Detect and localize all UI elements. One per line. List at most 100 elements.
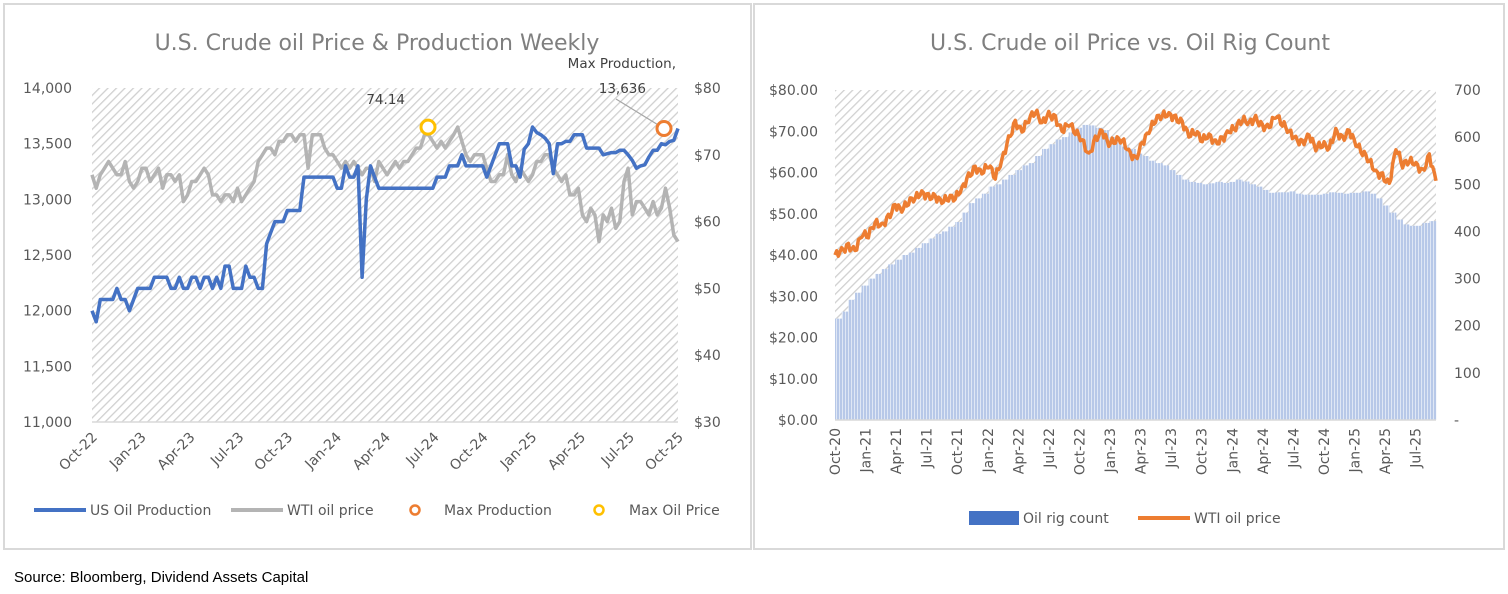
rig-left-y-tick-0-00: $0.00 (778, 413, 818, 429)
max-oil-price-marker (419, 118, 437, 136)
rig-count-bar (1208, 183, 1216, 420)
left-y-tick-13-000: 13,000 (23, 192, 72, 208)
rig-count-bar (1282, 192, 1290, 420)
right-y-tick-60: $60 (694, 215, 721, 231)
x-tick-jul-24: Jul-24 (403, 429, 443, 469)
rig-right-y-tick-700: 700 (1454, 83, 1481, 99)
rig-count-bar (1175, 174, 1183, 420)
left-chart: U.S. Crude oil Price & Production Weekly… (23, 31, 721, 519)
rig-x-tick-jul-21: Jul-21 (920, 428, 936, 469)
rig-count-bar (1215, 181, 1223, 420)
rig-count-bar (1262, 189, 1270, 420)
rig-count-bar (1429, 221, 1437, 420)
left-y-axis-right: $30 $40 $50 $60 $70 $80 (694, 81, 721, 431)
rig-count-bar (1055, 139, 1063, 420)
rig-count-bar (1255, 186, 1263, 420)
rig-count-bar (935, 233, 943, 420)
rig-count-bar (1362, 191, 1370, 420)
rig-x-tick-oct-21: Oct-21 (950, 428, 966, 475)
x-tick-jan-25: Jan-25 (497, 430, 540, 473)
rig-left-y-tick-50-00: $50.00 (769, 207, 818, 223)
rig-x-tick-jul-23: Jul-23 (1164, 428, 1180, 469)
x-tick-apr-23: Apr-23 (155, 430, 199, 474)
rig-count-bar (1148, 160, 1156, 420)
x-tick-oct-23: Oct-23 (252, 430, 297, 475)
rig-count-bar (895, 259, 903, 420)
rig-left-y-tick-80-00: $80.00 (769, 83, 818, 99)
rig-x-tick-apr-25: Apr-25 (1378, 428, 1394, 474)
rig-count-bar (1269, 192, 1277, 420)
rig-count-bar (881, 269, 889, 420)
rig-count-bar (1042, 148, 1049, 420)
series-oil-rig-count-bars (835, 124, 1437, 421)
rig-x-tick-apr-24: Apr-24 (1256, 428, 1272, 474)
rig-count-bar (1182, 179, 1190, 420)
right-y-tick-50: $50 (694, 281, 721, 297)
rig-count-bar (1202, 184, 1210, 420)
rig-count-bar (1275, 192, 1283, 420)
rig-count-bar (1195, 182, 1203, 420)
rig-count-bar (1349, 192, 1357, 420)
rig-count-bar (868, 278, 876, 420)
rig-count-bar (1088, 125, 1096, 421)
rig-count-bar (1382, 205, 1390, 420)
legend-swatch-max-production (409, 504, 421, 516)
rig-count-bar (1155, 163, 1163, 420)
rig-right-y-tick-200: 200 (1454, 319, 1481, 335)
legend-label-max-oil-price: Max Oil Price (629, 503, 720, 519)
x-tick-oct-22: Oct-22 (56, 430, 101, 475)
rig-count-bar (908, 252, 916, 420)
rig-count-bar (1162, 165, 1170, 420)
legend-swatch-oil-rig-count (969, 511, 1019, 525)
rig-left-y-tick-70-00: $70.00 (769, 124, 818, 140)
left-x-axis: Oct-22 Jan-23 Apr-23 Jul-23 Oct-23 Jan-24 Apr-… (56, 429, 687, 474)
rig-x-tick-oct-22: Oct-22 (1072, 428, 1088, 475)
right-y-tick-80: $80 (694, 81, 721, 97)
rig-x-tick-apr-21: Apr-21 (889, 428, 905, 474)
rig-left-y-tick-10-00: $10.00 (769, 372, 818, 388)
rig-right-y-tick-400: 400 (1454, 224, 1481, 240)
rig-left-y-tick-30-00: $30.00 (769, 289, 818, 305)
rig-left-y-tick-40-00: $40.00 (769, 248, 818, 264)
rig-count-bar (1122, 146, 1130, 420)
rig-left-y-tick-60-00: $60.00 (769, 166, 818, 182)
max-production-leader-line (615, 98, 665, 130)
rig-count-bar (1102, 130, 1110, 420)
rig-x-tick-jul-24: Jul-24 (1286, 428, 1302, 469)
right-y-tick-40: $40 (694, 348, 721, 364)
rig-count-bar (975, 198, 983, 420)
legend-label-us-oil-production: US Oil Production (90, 503, 211, 519)
rig-x-tick-jul-22: Jul-22 (1042, 428, 1058, 469)
series-us-oil-production-line (90, 125, 680, 324)
rig-count-bar (1402, 224, 1410, 420)
rig-count-bar (1322, 193, 1330, 420)
left-y-tick-12-000: 12,000 (23, 304, 72, 320)
rig-right-y-tick-: - (1454, 413, 1459, 429)
legend-label-max-production: Max Production (444, 503, 552, 519)
rig-count-bar (961, 212, 969, 420)
rig-count-bar (1015, 170, 1023, 420)
rig-count-bar (1302, 194, 1310, 420)
x-tick-jul-25: Jul-25 (598, 430, 638, 470)
rig-count-bar (1028, 163, 1036, 420)
right-chart-title: U.S. Crude oil Price vs. Oil Rig Count (930, 31, 1330, 56)
rig-count-bar (1335, 192, 1343, 420)
rig-count-bar (1342, 193, 1350, 420)
rig-x-tick-jan-24: Jan-24 (1225, 428, 1241, 474)
legend-label-oil-rig-count: Oil rig count (1023, 511, 1109, 527)
rig-count-bar (1289, 191, 1297, 420)
right-x-axis: Oct-20 Jan-21 Apr-21 Jul-21 Oct-21 Jan-22 Apr-… (828, 428, 1425, 475)
source-note: Source: Bloomberg, Dividend Assets Capit… (14, 569, 309, 586)
rig-count-bar (1168, 170, 1176, 420)
max-production-value-label: 13,636 (599, 81, 646, 97)
x-tick-oct-24: Oct-24 (447, 429, 492, 474)
rig-count-bar (941, 231, 949, 420)
rig-count-bar (1389, 212, 1397, 420)
rig-x-tick-jan-25: Jan-25 (1348, 428, 1364, 473)
rig-count-bar (1409, 225, 1417, 420)
left-y-tick-13-500: 13,500 (23, 137, 72, 153)
rig-count-bar (1249, 184, 1256, 420)
left-y-tick-11-000: 11,000 (23, 415, 72, 431)
rig-count-bar (1329, 192, 1337, 420)
